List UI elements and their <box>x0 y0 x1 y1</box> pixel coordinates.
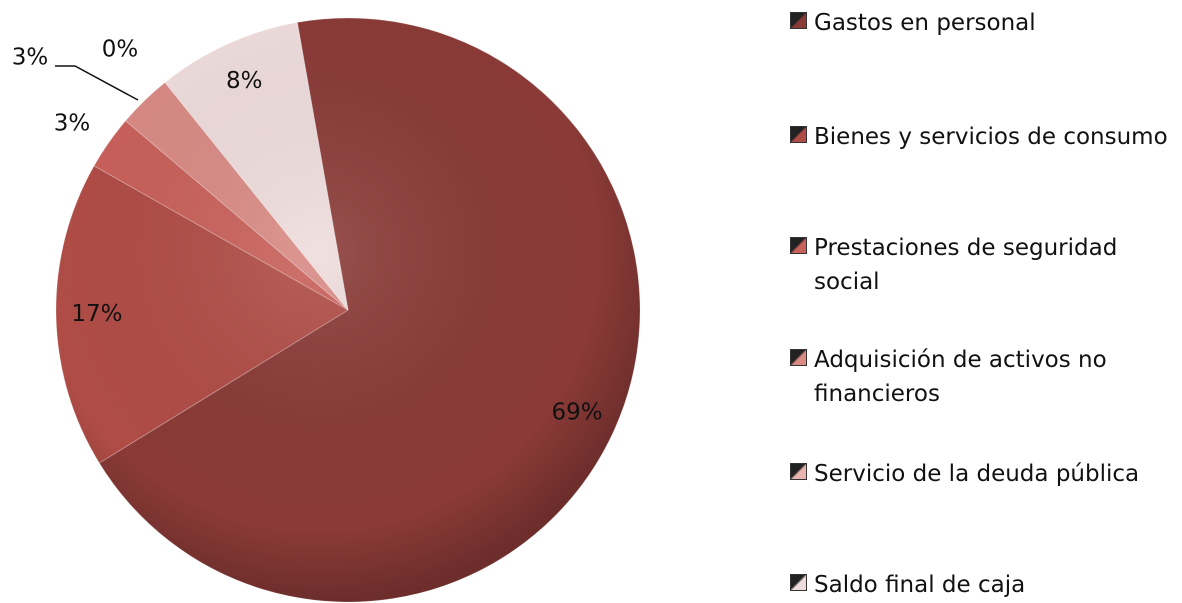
data-label: 0% <box>102 37 139 63</box>
legend-label: Bienes y servicios de consumo <box>814 124 1168 150</box>
pie <box>55 17 641 603</box>
legend-label: Servicio de la deuda pública <box>814 461 1140 487</box>
legend-swatch <box>790 349 807 366</box>
legend-entry: Saldo final de caja <box>790 568 1179 602</box>
legend-label: Gastos en personal <box>814 10 1036 36</box>
legend-swatch <box>790 237 807 254</box>
data-label: 69% <box>551 399 602 425</box>
legend-entry: Servicio de la deuda pública <box>790 457 1179 491</box>
chart: 69% 17% 3% 3% 0% 8% <box>12 17 641 603</box>
legend-swatch <box>790 574 807 591</box>
legend-entry: Gastos en personal <box>790 6 1179 40</box>
data-label: 3% <box>54 111 91 137</box>
legend-entry: Prestaciones de seguridad social <box>790 231 1179 299</box>
legend-entry: Adquisición de activos no financieros <box>790 343 1179 411</box>
leader-line <box>55 65 139 101</box>
data-label: 3% <box>12 45 49 71</box>
legend-label: Prestaciones de seguridad social <box>814 235 1118 295</box>
legend-entry: Bienes y servicios de consumo <box>790 120 1179 154</box>
legend-swatch <box>790 463 807 480</box>
pie-labels: 69% 17% 3% 3% 0% 8% <box>12 37 603 426</box>
legend-swatch <box>790 12 807 29</box>
legend-label: Adquisición de activos no financieros <box>814 347 1107 407</box>
legend-swatch <box>790 126 807 143</box>
data-label: 8% <box>226 68 263 94</box>
legend-label: Saldo final de caja <box>814 572 1026 598</box>
data-label: 17% <box>71 301 122 327</box>
